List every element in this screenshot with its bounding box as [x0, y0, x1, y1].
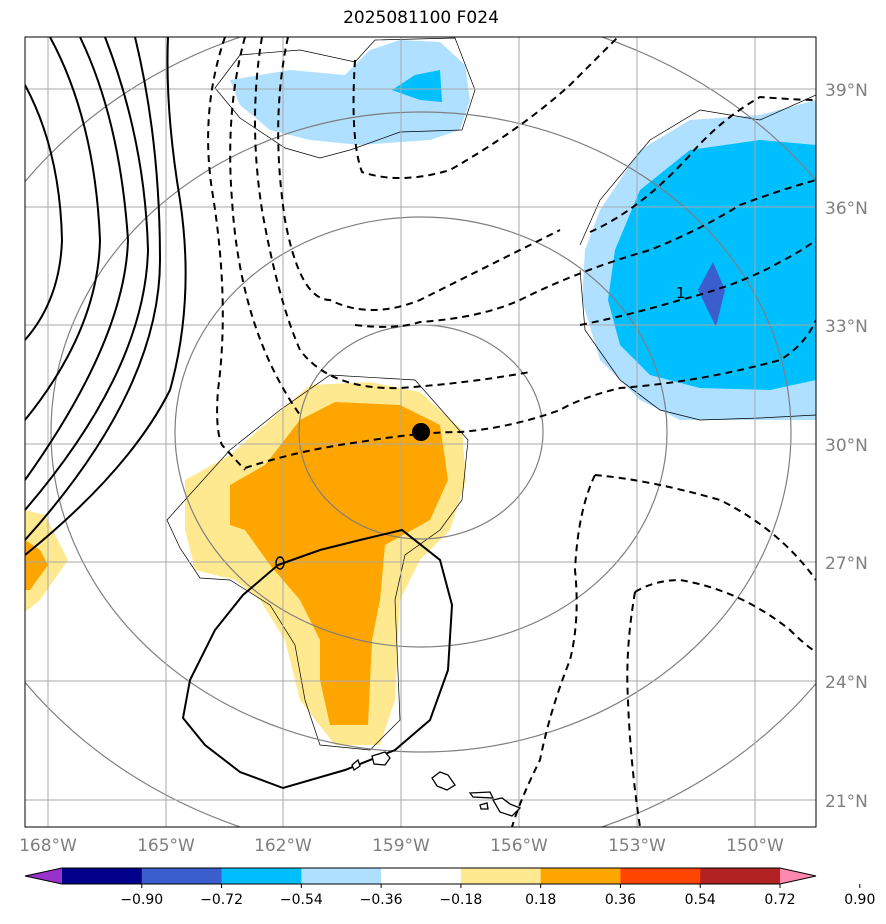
colorbar-segment — [620, 868, 701, 884]
longitude-labels: 168°W 165°W 162°W 159°W 156°W 153°W 150°… — [19, 836, 784, 856]
contour-label: 1 — [676, 284, 686, 302]
filled-contour-blue-north — [392, 70, 442, 102]
solid-contours-west — [25, 37, 187, 556]
colorbar-tick-label: −0.72 — [200, 892, 243, 908]
lon-label: 156°W — [490, 836, 548, 856]
colorbar-outline — [24, 867, 817, 885]
colorbar-tick-label: −0.36 — [360, 892, 403, 908]
colorbar-tick-label: 0.18 — [525, 892, 556, 908]
lon-label: 165°W — [137, 836, 195, 856]
lon-label: 168°W — [19, 836, 77, 856]
colorbar-tick-label: 0.54 — [685, 892, 716, 908]
lat-label: 39°N — [825, 81, 868, 101]
colorbar-segment — [460, 868, 542, 884]
colorbar-segment — [700, 868, 781, 884]
colorbar-segment — [381, 868, 462, 884]
hawaiian-islands — [351, 751, 522, 817]
lat-label: 24°N — [825, 673, 868, 693]
filled-contour-orange-west — [25, 540, 48, 590]
dashed-contours — [207, 37, 816, 827]
colorbar-segment — [540, 868, 621, 884]
colorbar-extend-high — [780, 868, 816, 884]
filled-contour-orange-center — [230, 402, 448, 725]
lat-label: 21°N — [825, 792, 868, 812]
colorbar-tick-label: −0.90 — [120, 892, 163, 908]
colorbar-tick-label: −0.18 — [439, 892, 482, 908]
colorbar-tick-label: 0.72 — [764, 892, 795, 908]
lat-label: 27°N — [825, 554, 868, 574]
colorbar-segment — [62, 868, 143, 884]
map-title: 2025081100 F024 — [343, 8, 499, 28]
storm-center-marker — [412, 423, 430, 441]
lon-label: 153°W — [608, 836, 666, 856]
solid-contour-hawaii — [181, 528, 454, 790]
colorbar-segment — [301, 868, 382, 884]
lon-label: 150°W — [726, 836, 784, 856]
colorbar-segment — [221, 868, 302, 884]
colorbar: −0.90 −0.72 −0.54 −0.36 −0.18 0.18 0.36 0.54 0.7… — [24, 867, 875, 908]
lon-label: 159°W — [372, 836, 430, 856]
filled-contour-dark-blue-east — [698, 262, 725, 327]
lat-label: 33°N — [825, 317, 868, 337]
colorbar-segment — [141, 868, 223, 884]
colorbar-extend-low — [25, 868, 62, 884]
small-contour-ring — [275, 556, 285, 570]
colorbar-tick-label: −0.54 — [280, 892, 323, 908]
map-frame — [24, 36, 817, 828]
lat-label: 36°N — [825, 199, 868, 219]
lat-label: 30°N — [825, 436, 868, 456]
graticule — [25, 37, 816, 827]
filled-contour-light-blue-north — [230, 40, 470, 145]
colorbar-tick-label: 0.90 — [844, 892, 875, 908]
colorbar-tick-label: 0.36 — [605, 892, 636, 908]
filled-contour-yellow-west — [25, 510, 68, 612]
map-area: 1 — [25, 37, 816, 827]
latitude-labels: 39°N 36°N 33°N 30°N 27°N 24°N 21°N — [825, 81, 868, 812]
lon-label: 162°W — [254, 836, 312, 856]
